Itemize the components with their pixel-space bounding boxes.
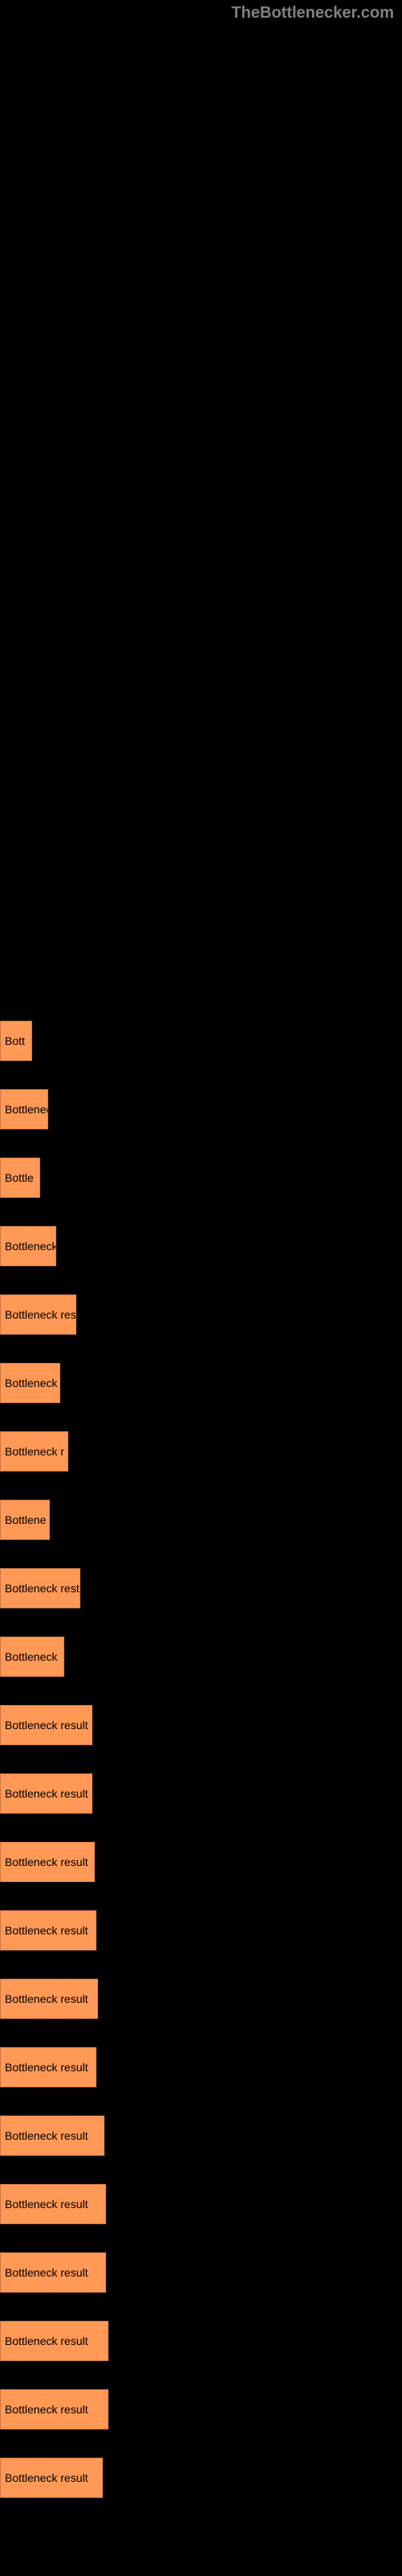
bar: Bottleneck result xyxy=(0,2458,103,2498)
bar: Bottleneck xyxy=(0,1226,56,1266)
bar: Bott xyxy=(0,1021,32,1061)
bar: Bottleneck result xyxy=(0,2047,96,2087)
bar-row: Bott xyxy=(0,1006,402,1075)
bar: Bottleneck result xyxy=(0,2321,109,2361)
bar-row: Bottleneck r xyxy=(0,1417,402,1485)
bar-row: Bottleneck result xyxy=(0,1896,402,1964)
bar-row: Bottleneck result xyxy=(0,1690,402,1759)
bar-row: Bottlened xyxy=(0,1075,402,1143)
bar-label: Bottleneck rest xyxy=(5,1582,80,1595)
bar-label: Bottle xyxy=(5,1171,34,1184)
bar-label: Bottleneck res xyxy=(5,1308,76,1321)
bar-row: Bottleneck result xyxy=(0,2033,402,2101)
bar-row: Bottle xyxy=(0,1143,402,1212)
bar-row: Bottleneck result xyxy=(0,1964,402,2033)
bar-row: Bottleneck xyxy=(0,1348,402,1417)
bar-label: Bottleneck xyxy=(5,1650,57,1663)
bar: Bottleneck result xyxy=(0,1842,95,1882)
bar: Bottleneck result xyxy=(0,2389,109,2429)
bar: Bottleneck result xyxy=(0,2252,106,2293)
bar-label: Bottleneck result xyxy=(5,1924,88,1937)
bar: Bottlene xyxy=(0,1500,50,1540)
bar-row: Bottleneck xyxy=(0,1212,402,1280)
bar-label: Bottlened xyxy=(5,1103,48,1116)
bar-label: Bottlene xyxy=(5,1513,46,1526)
bar: Bottleneck result xyxy=(0,1705,92,1745)
bar-chart: Bott Bottlened Bottle Bottleneck Bottleneck … xyxy=(0,0,402,2552)
bar-row: Bottleneck result xyxy=(0,2238,402,2306)
bar-row: Bottleneck result xyxy=(0,1759,402,1827)
bar-row: Bottleneck res xyxy=(0,1280,402,1348)
bar-label: Bottleneck r xyxy=(5,1445,64,1458)
bar-row: Bottleneck xyxy=(0,1622,402,1690)
bar-row: Bottleneck result xyxy=(0,2443,402,2512)
bar-row: Bottleneck result xyxy=(0,2101,402,2169)
bar-label: Bott xyxy=(5,1034,25,1047)
bar-row: Bottlene xyxy=(0,1485,402,1554)
bar-label: Bottleneck result xyxy=(5,2403,88,2416)
bar-label: Bottleneck result xyxy=(5,2129,88,2142)
bar-label: Bottleneck result xyxy=(5,2471,88,2484)
bar: Bottleneck result xyxy=(0,1773,92,1814)
bar-label: Bottleneck xyxy=(5,1377,57,1389)
bar-label: Bottleneck result xyxy=(5,2061,88,2074)
bar: Bottlened xyxy=(0,1089,48,1129)
bar: Bottleneck xyxy=(0,1637,64,1677)
bar-row: Bottleneck result xyxy=(0,2169,402,2238)
bar-row: Bottleneck result xyxy=(0,1827,402,1896)
bar: Bottleneck xyxy=(0,1363,60,1403)
bar-label: Bottleneck xyxy=(5,1240,56,1253)
bar-label: Bottleneck result xyxy=(5,2334,88,2347)
bar: Bottleneck res xyxy=(0,1294,76,1335)
bar-row: Bottleneck result xyxy=(0,2306,402,2375)
bar: Bottleneck result xyxy=(0,2184,106,2224)
bar-label: Bottleneck result xyxy=(5,1787,88,1800)
bar-row: Bottleneck result xyxy=(0,2375,402,2443)
bar: Bottle xyxy=(0,1158,40,1198)
bar-row: Bottleneck rest xyxy=(0,1554,402,1622)
bar-label: Bottleneck result xyxy=(5,1856,88,1868)
bar: Bottleneck result xyxy=(0,1910,96,1951)
bar-label: Bottleneck result xyxy=(5,2266,88,2279)
bar: Bottleneck result xyxy=(0,1979,98,2019)
bar-label: Bottleneck result xyxy=(5,2198,88,2211)
bar-label: Bottleneck result xyxy=(5,1992,88,2005)
bar-label: Bottleneck result xyxy=(5,1719,88,1732)
bar: Bottleneck rest xyxy=(0,1568,80,1608)
bar: Bottleneck result xyxy=(0,2116,105,2156)
bar: Bottleneck r xyxy=(0,1431,68,1472)
